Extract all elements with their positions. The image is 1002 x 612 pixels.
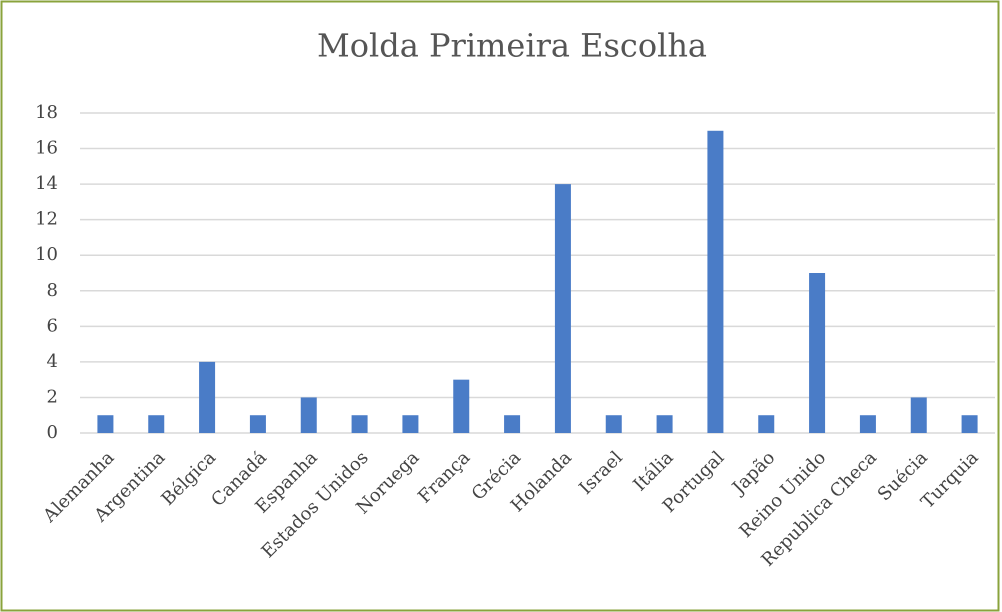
bar	[605, 415, 622, 433]
y-tick-label: 12	[35, 209, 58, 230]
bar	[656, 415, 673, 433]
y-tick-label: 6	[47, 315, 58, 336]
chart-title: Molda Primeira Escolha	[317, 27, 707, 65]
y-tick-label: 8	[47, 280, 58, 301]
bar	[554, 184, 571, 433]
y-tick-label: 4	[47, 351, 58, 372]
y-tick-label: 18	[35, 102, 58, 123]
bar	[148, 415, 165, 433]
bar	[300, 397, 317, 433]
bar	[961, 415, 978, 433]
y-tick-label: 0	[47, 422, 58, 443]
y-tick-label: 2	[47, 386, 58, 407]
bar	[758, 415, 775, 433]
bar	[707, 130, 724, 433]
y-tick-label: 10	[35, 244, 58, 265]
y-tick-label: 16	[35, 138, 58, 159]
bar	[910, 397, 927, 433]
bar	[402, 415, 419, 433]
bar	[504, 415, 521, 433]
bar	[859, 415, 876, 433]
y-tick-label: 14	[35, 173, 58, 194]
bar	[199, 361, 216, 433]
bar	[249, 415, 266, 433]
bar	[351, 415, 368, 433]
bar	[97, 415, 114, 433]
bar	[453, 379, 470, 433]
bar	[809, 273, 826, 433]
